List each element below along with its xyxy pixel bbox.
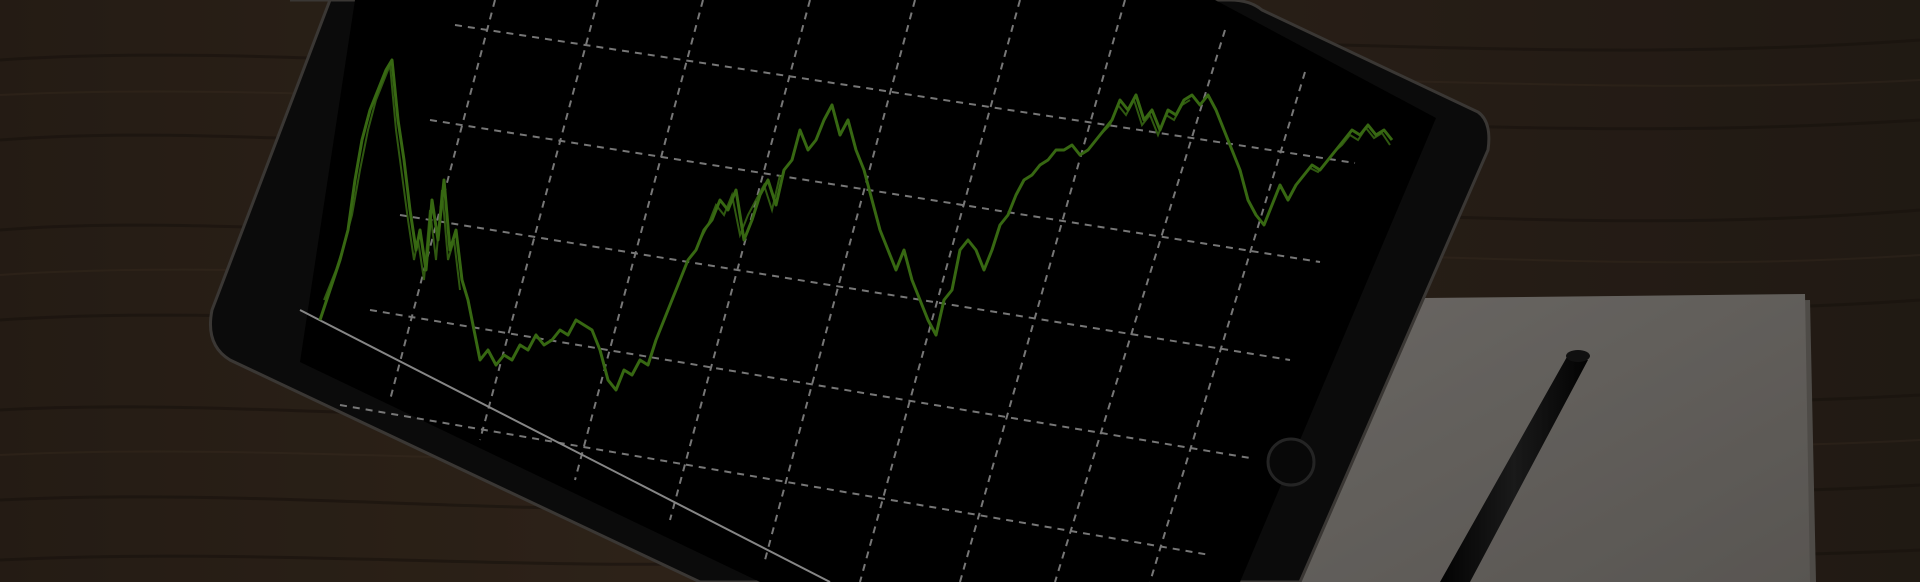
pen <box>1440 350 1590 582</box>
home-button-icon <box>1266 437 1316 487</box>
chart-line <box>318 58 1394 392</box>
chart-noise <box>323 64 1391 301</box>
paper-sheets <box>1295 294 1816 582</box>
chart-grid <box>339 0 1356 582</box>
chart-baseline <box>299 309 831 582</box>
